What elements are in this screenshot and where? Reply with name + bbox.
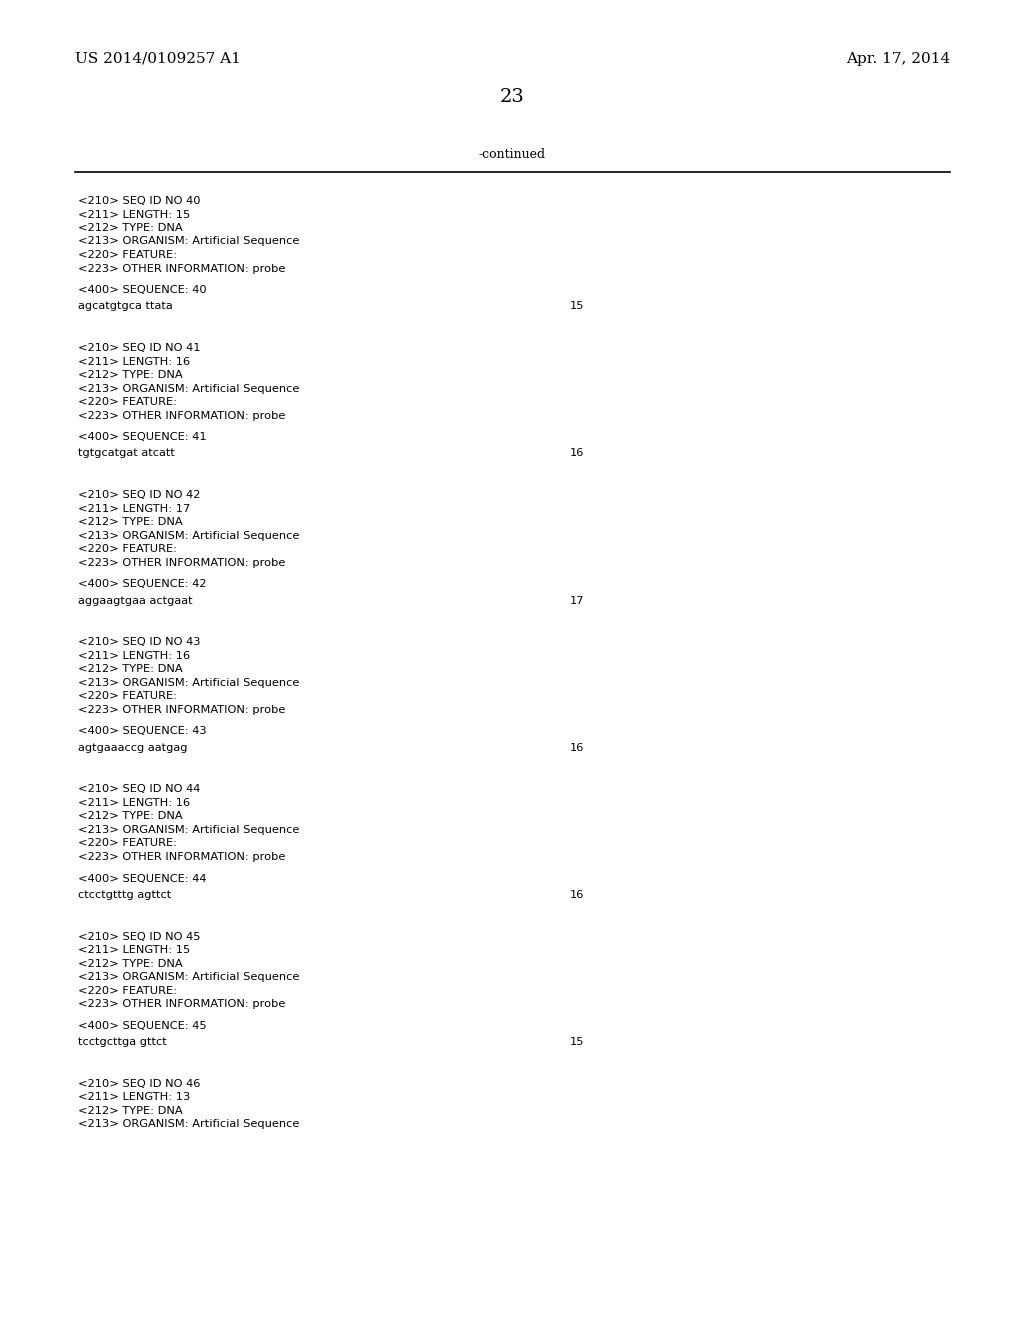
Text: tgtgcatgat atcatt: tgtgcatgat atcatt (78, 449, 175, 458)
Text: <220> FEATURE:: <220> FEATURE: (78, 397, 177, 407)
Text: <223> OTHER INFORMATION: probe: <223> OTHER INFORMATION: probe (78, 557, 286, 568)
Text: <400> SEQUENCE: 41: <400> SEQUENCE: 41 (78, 432, 207, 442)
Text: <210> SEQ ID NO 42: <210> SEQ ID NO 42 (78, 490, 201, 500)
Text: aggaagtgaa actgaat: aggaagtgaa actgaat (78, 595, 193, 606)
Text: <211> LENGTH: 16: <211> LENGTH: 16 (78, 651, 190, 661)
Text: US 2014/0109257 A1: US 2014/0109257 A1 (75, 51, 241, 66)
Text: <213> ORGANISM: Artificial Sequence: <213> ORGANISM: Artificial Sequence (78, 677, 299, 688)
Text: 15: 15 (570, 1036, 585, 1047)
Text: ctcctgtttg agttct: ctcctgtttg agttct (78, 890, 171, 900)
Text: 23: 23 (500, 88, 524, 106)
Text: <400> SEQUENCE: 44: <400> SEQUENCE: 44 (78, 874, 207, 883)
Text: <223> OTHER INFORMATION: probe: <223> OTHER INFORMATION: probe (78, 411, 286, 421)
Text: <212> TYPE: DNA: <212> TYPE: DNA (78, 223, 182, 234)
Text: <213> ORGANISM: Artificial Sequence: <213> ORGANISM: Artificial Sequence (78, 1119, 299, 1129)
Text: 15: 15 (570, 301, 585, 312)
Text: <210> SEQ ID NO 45: <210> SEQ ID NO 45 (78, 932, 201, 941)
Text: <213> ORGANISM: Artificial Sequence: <213> ORGANISM: Artificial Sequence (78, 236, 299, 247)
Text: <213> ORGANISM: Artificial Sequence: <213> ORGANISM: Artificial Sequence (78, 531, 299, 541)
Text: <400> SEQUENCE: 42: <400> SEQUENCE: 42 (78, 579, 207, 589)
Text: <220> FEATURE:: <220> FEATURE: (78, 249, 177, 260)
Text: <223> OTHER INFORMATION: probe: <223> OTHER INFORMATION: probe (78, 999, 286, 1008)
Text: <210> SEQ ID NO 44: <210> SEQ ID NO 44 (78, 784, 201, 795)
Text: <220> FEATURE:: <220> FEATURE: (78, 986, 177, 995)
Text: <223> OTHER INFORMATION: probe: <223> OTHER INFORMATION: probe (78, 264, 286, 273)
Text: <211> LENGTH: 15: <211> LENGTH: 15 (78, 210, 190, 219)
Text: <223> OTHER INFORMATION: probe: <223> OTHER INFORMATION: probe (78, 705, 286, 715)
Text: 16: 16 (570, 743, 585, 752)
Text: <210> SEQ ID NO 43: <210> SEQ ID NO 43 (78, 638, 201, 647)
Text: Apr. 17, 2014: Apr. 17, 2014 (846, 51, 950, 66)
Text: agcatgtgca ttata: agcatgtgca ttata (78, 301, 173, 312)
Text: <211> LENGTH: 15: <211> LENGTH: 15 (78, 945, 190, 954)
Text: <400> SEQUENCE: 43: <400> SEQUENCE: 43 (78, 726, 207, 737)
Text: -continued: -continued (478, 148, 546, 161)
Text: <211> LENGTH: 17: <211> LENGTH: 17 (78, 504, 190, 513)
Text: <400> SEQUENCE: 40: <400> SEQUENCE: 40 (78, 285, 207, 296)
Text: <212> TYPE: DNA: <212> TYPE: DNA (78, 1106, 182, 1115)
Text: <212> TYPE: DNA: <212> TYPE: DNA (78, 958, 182, 969)
Text: <213> ORGANISM: Artificial Sequence: <213> ORGANISM: Artificial Sequence (78, 825, 299, 836)
Text: <220> FEATURE:: <220> FEATURE: (78, 692, 177, 701)
Text: <212> TYPE: DNA: <212> TYPE: DNA (78, 517, 182, 527)
Text: <211> LENGTH: 16: <211> LENGTH: 16 (78, 797, 190, 808)
Text: <400> SEQUENCE: 45: <400> SEQUENCE: 45 (78, 1020, 207, 1031)
Text: agtgaaaccg aatgag: agtgaaaccg aatgag (78, 743, 187, 752)
Text: <212> TYPE: DNA: <212> TYPE: DNA (78, 664, 182, 675)
Text: <220> FEATURE:: <220> FEATURE: (78, 544, 177, 554)
Text: tcctgcttga gttct: tcctgcttga gttct (78, 1036, 167, 1047)
Text: <210> SEQ ID NO 40: <210> SEQ ID NO 40 (78, 195, 201, 206)
Text: <223> OTHER INFORMATION: probe: <223> OTHER INFORMATION: probe (78, 851, 286, 862)
Text: 16: 16 (570, 449, 585, 458)
Text: 17: 17 (570, 595, 585, 606)
Text: <210> SEQ ID NO 46: <210> SEQ ID NO 46 (78, 1078, 201, 1089)
Text: <210> SEQ ID NO 41: <210> SEQ ID NO 41 (78, 343, 201, 354)
Text: 16: 16 (570, 890, 585, 900)
Text: <213> ORGANISM: Artificial Sequence: <213> ORGANISM: Artificial Sequence (78, 384, 299, 393)
Text: <212> TYPE: DNA: <212> TYPE: DNA (78, 812, 182, 821)
Text: <211> LENGTH: 16: <211> LENGTH: 16 (78, 356, 190, 367)
Text: <211> LENGTH: 13: <211> LENGTH: 13 (78, 1092, 190, 1102)
Text: <220> FEATURE:: <220> FEATURE: (78, 838, 177, 849)
Text: <212> TYPE: DNA: <212> TYPE: DNA (78, 370, 182, 380)
Text: <213> ORGANISM: Artificial Sequence: <213> ORGANISM: Artificial Sequence (78, 972, 299, 982)
